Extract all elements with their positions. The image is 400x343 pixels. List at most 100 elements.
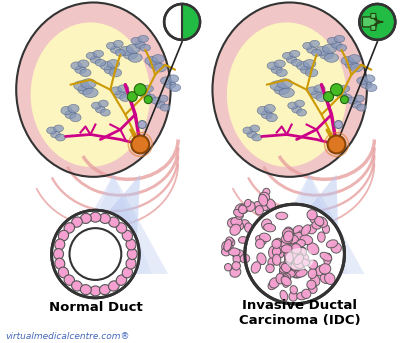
Ellipse shape (282, 52, 293, 59)
Ellipse shape (78, 85, 93, 95)
Ellipse shape (274, 238, 282, 246)
Ellipse shape (238, 237, 247, 243)
Ellipse shape (307, 46, 316, 53)
Ellipse shape (361, 81, 372, 88)
Ellipse shape (16, 2, 171, 177)
Ellipse shape (307, 243, 319, 255)
Ellipse shape (292, 268, 304, 278)
Ellipse shape (252, 134, 262, 141)
Ellipse shape (126, 239, 136, 250)
Ellipse shape (244, 223, 252, 233)
Ellipse shape (238, 205, 247, 214)
Ellipse shape (271, 66, 282, 73)
Ellipse shape (109, 69, 122, 77)
Ellipse shape (278, 240, 289, 251)
Ellipse shape (290, 252, 302, 260)
Ellipse shape (71, 62, 82, 70)
Ellipse shape (284, 260, 294, 270)
Ellipse shape (282, 228, 293, 239)
Circle shape (138, 120, 146, 129)
Ellipse shape (80, 213, 91, 223)
Ellipse shape (281, 235, 292, 244)
Ellipse shape (288, 248, 298, 258)
Ellipse shape (100, 285, 110, 295)
Circle shape (144, 96, 152, 104)
Ellipse shape (290, 255, 301, 264)
Ellipse shape (276, 273, 284, 284)
Ellipse shape (289, 244, 301, 252)
Ellipse shape (126, 44, 140, 54)
Ellipse shape (233, 255, 241, 263)
Polygon shape (271, 174, 348, 274)
Circle shape (131, 135, 149, 153)
Ellipse shape (58, 230, 68, 241)
Ellipse shape (298, 247, 306, 257)
Ellipse shape (170, 84, 181, 92)
Ellipse shape (308, 284, 317, 294)
Ellipse shape (120, 94, 131, 102)
Ellipse shape (240, 220, 249, 227)
Ellipse shape (151, 97, 161, 104)
Ellipse shape (292, 259, 303, 269)
Text: Invasive Ductal
Carcinoma (IDC): Invasive Ductal Carcinoma (IDC) (239, 299, 360, 327)
Ellipse shape (224, 244, 233, 250)
Ellipse shape (331, 243, 342, 253)
Ellipse shape (98, 100, 108, 107)
Ellipse shape (126, 258, 136, 269)
Ellipse shape (281, 245, 292, 253)
Polygon shape (255, 174, 340, 274)
Ellipse shape (316, 94, 327, 102)
Ellipse shape (352, 101, 361, 108)
Ellipse shape (272, 254, 281, 265)
Ellipse shape (90, 286, 101, 296)
Ellipse shape (319, 264, 331, 274)
Ellipse shape (307, 87, 318, 94)
Ellipse shape (279, 88, 294, 97)
Ellipse shape (108, 281, 119, 291)
Ellipse shape (305, 69, 318, 77)
Ellipse shape (256, 235, 266, 245)
Ellipse shape (240, 254, 250, 263)
Ellipse shape (90, 212, 101, 222)
Polygon shape (56, 174, 140, 274)
Ellipse shape (236, 212, 243, 220)
Ellipse shape (284, 231, 293, 242)
Ellipse shape (256, 239, 264, 248)
Ellipse shape (74, 81, 89, 91)
Ellipse shape (122, 267, 132, 278)
Ellipse shape (322, 44, 336, 54)
Ellipse shape (296, 239, 305, 247)
Ellipse shape (64, 275, 74, 285)
Ellipse shape (267, 62, 278, 70)
Circle shape (359, 4, 395, 40)
Ellipse shape (292, 233, 305, 240)
Ellipse shape (320, 50, 334, 59)
Ellipse shape (75, 66, 86, 73)
Ellipse shape (95, 59, 106, 66)
Ellipse shape (296, 270, 307, 277)
Text: virtualmedicalcentre.com®: virtualmedicalcentre.com® (6, 332, 130, 341)
Ellipse shape (295, 100, 304, 107)
Ellipse shape (316, 265, 325, 276)
Ellipse shape (78, 60, 89, 68)
Ellipse shape (55, 258, 65, 269)
Circle shape (330, 84, 342, 96)
Ellipse shape (107, 60, 120, 68)
Ellipse shape (357, 77, 368, 84)
Ellipse shape (334, 35, 345, 42)
Ellipse shape (272, 239, 281, 248)
Polygon shape (75, 174, 152, 274)
Ellipse shape (282, 275, 290, 287)
Ellipse shape (47, 127, 56, 134)
Ellipse shape (80, 285, 91, 295)
Ellipse shape (127, 249, 137, 260)
Ellipse shape (231, 217, 242, 226)
Polygon shape (255, 174, 364, 274)
Ellipse shape (149, 61, 162, 69)
Ellipse shape (232, 250, 243, 258)
Ellipse shape (324, 53, 338, 62)
Ellipse shape (118, 85, 129, 93)
Ellipse shape (300, 253, 309, 263)
Ellipse shape (236, 222, 244, 230)
Ellipse shape (307, 280, 316, 289)
